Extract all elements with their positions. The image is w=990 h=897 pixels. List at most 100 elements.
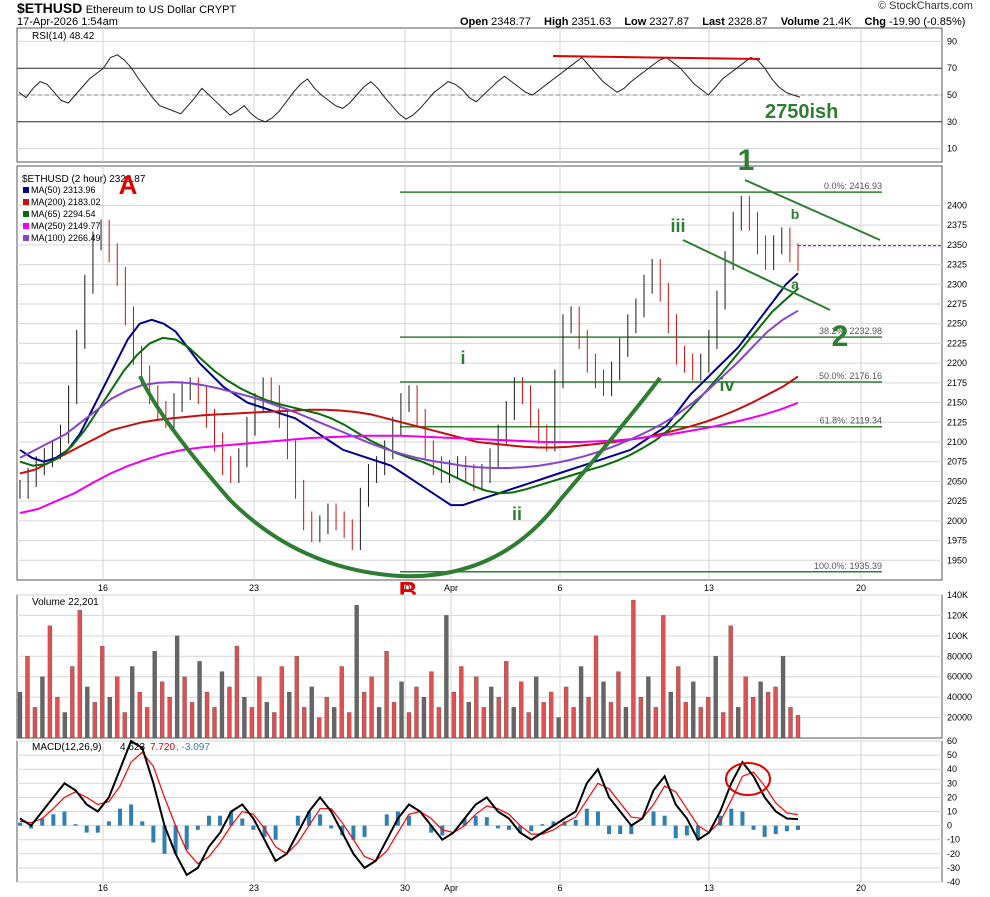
macd-histogram-bar [106, 821, 111, 826]
volume-bar [167, 696, 172, 739]
rsi-panel: 10 30 50 70 90 RSI(14) 48.42 2750ish [16, 27, 957, 163]
rsi-annotation-2750ish: 2750ish [765, 101, 838, 123]
volume-tick-label: 40000 [947, 692, 972, 702]
symbol-name: Ethereum to US Dollar [85, 4, 196, 16]
volume-bar [294, 656, 299, 739]
volume-bar [593, 635, 599, 739]
macd-histogram-bar [584, 808, 589, 826]
volume-bar [55, 696, 60, 739]
macd-histogram-bar [529, 825, 534, 832]
rsi-tick-label: 90 [947, 36, 957, 46]
volume-bar [646, 676, 651, 739]
volume-bar [332, 707, 337, 739]
volume-bar [788, 707, 793, 739]
volume-tick-label: 80000 [947, 651, 972, 661]
volume-bar [743, 676, 748, 739]
volume-bar [578, 666, 584, 739]
quote-label-chg: Chg [864, 16, 889, 28]
macd-histogram-bar [484, 817, 489, 826]
macd-tick-label: 20 [947, 792, 957, 802]
price-tick-label: 2350 [947, 240, 967, 250]
volume-bar [706, 696, 711, 739]
volume-bar [691, 681, 696, 739]
volume-bar [347, 712, 352, 739]
price-x-tick-label: 6 [557, 583, 562, 593]
wave-label-2: 2 [832, 320, 849, 353]
exchange-label: CRYPT [199, 4, 237, 16]
macd-x-tick-label: 20 [856, 883, 866, 893]
price-tick-label: 2325 [947, 260, 967, 270]
fib-label: 50.0%: 2176.16 [819, 371, 882, 381]
volume-bar [391, 702, 397, 739]
macd-histogram-bar [773, 825, 778, 835]
macd-histogram-bar [507, 825, 512, 830]
rsi-tick-label: 30 [947, 117, 957, 127]
volume-bar [795, 715, 801, 739]
volume-bar [780, 656, 786, 739]
cup-arc [138, 375, 662, 579]
wave-label-i: i [460, 348, 465, 368]
volume-bar [616, 671, 621, 739]
moving-average-line [19, 272, 799, 507]
macd-tick-label: 40 [947, 764, 957, 774]
macd-histogram-bar [729, 808, 734, 826]
macd-histogram-bar [184, 825, 189, 850]
legend-label: MA(200) 2183.02 [31, 197, 101, 207]
quote-label-open: Open [460, 16, 492, 28]
price-x-tick-label: 13 [704, 583, 714, 593]
rsi-tick-label: 50 [947, 90, 957, 100]
volume-bar [653, 707, 659, 739]
volume-bar [444, 615, 449, 739]
volume-bar [750, 696, 756, 739]
volume-bar [70, 666, 75, 739]
macd-histogram-bar [195, 825, 200, 830]
volume-bar [145, 707, 150, 739]
volume-bar [631, 599, 636, 739]
volume-bar [571, 707, 576, 739]
macd-histogram-bar [473, 815, 478, 826]
macd-histogram-bar [295, 815, 300, 826]
volume-bar [376, 707, 382, 739]
macd-histogram-bar [551, 821, 556, 826]
volume-bar [601, 681, 606, 739]
volume-bar [264, 702, 270, 739]
macd-histogram-bar [273, 825, 278, 840]
volume-bar [668, 691, 673, 739]
price-tick-label: 2025 [947, 496, 967, 506]
volume-bar [62, 712, 68, 739]
macd-histogram-bar [784, 825, 789, 832]
macd-histogram-bar [440, 825, 445, 836]
legend-label: MA(50) 2313.96 [31, 185, 96, 195]
volume-bar [414, 686, 419, 739]
volume-bar [489, 686, 494, 739]
legend-swatch [23, 199, 29, 205]
macd-histogram-bar [18, 822, 22, 826]
moving-average-line [19, 375, 799, 475]
macd-histogram-bar [384, 814, 389, 826]
volume-bar [765, 691, 771, 739]
volume-bar [384, 651, 389, 739]
price-tick-label: 2125 [947, 417, 967, 427]
macd-x-tick-label: 13 [704, 883, 714, 893]
volume-bar [451, 691, 457, 739]
macd-histogram-bar [73, 824, 78, 826]
macd-histogram-bar [129, 804, 134, 826]
macd-histogram-bar [62, 811, 67, 826]
price-tick-label: 2250 [947, 319, 967, 329]
rsi-tick-label: 10 [947, 144, 957, 154]
macd-x-tick-label: 6 [557, 883, 562, 893]
volume-bar [511, 707, 516, 739]
macd-histogram-bar [618, 825, 623, 835]
volume-bar [204, 691, 210, 739]
wave-label-1: 1 [738, 144, 755, 177]
volume-bar [361, 691, 367, 739]
macd-line [19, 739, 799, 877]
macd-histogram-bar [740, 811, 745, 826]
volume-bar [406, 712, 412, 739]
volume-bar [182, 676, 187, 739]
macd-histogram-bar [495, 825, 500, 829]
volume-bar [309, 686, 314, 739]
price-tick-label: 2300 [947, 279, 967, 289]
quote-value-chg: -19.90 (-0.85%) [888, 16, 966, 28]
volume-bar [623, 707, 629, 739]
